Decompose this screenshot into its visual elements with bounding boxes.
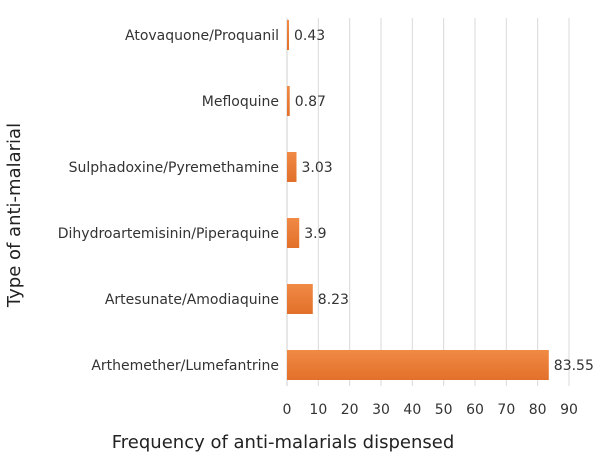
category-label: Atovaquone/Proquanil — [125, 28, 279, 44]
bar — [287, 152, 297, 182]
x-tick-label: 20 — [341, 402, 359, 418]
value-labels: 0.43 0.87 3.03 3.9 8.23 83.55 — [294, 28, 594, 374]
category-label: Dihydroartemisinin/Piperaquine — [58, 226, 279, 242]
x-tick-label: 10 — [309, 402, 327, 418]
x-tick-label: 30 — [372, 402, 390, 418]
data-label: 0.87 — [295, 94, 326, 110]
category-label: Sulphadoxine/Pyremethamine — [69, 160, 279, 176]
data-label: 8.23 — [318, 292, 349, 308]
category-labels: Atovaquone/Proquanil Mefloquine Sulphadoxi… — [58, 28, 279, 374]
bar — [287, 86, 290, 116]
category-label: Mefloquine — [202, 94, 279, 110]
x-tick-label: 90 — [560, 402, 578, 418]
data-label: 3.03 — [301, 160, 332, 176]
data-label: 3.9 — [304, 226, 326, 242]
x-tick-label: 40 — [403, 402, 421, 418]
x-tick-label: 80 — [529, 402, 547, 418]
category-label: Arthemether/Lumefantrine — [91, 358, 279, 374]
x-tick-label: 0 — [283, 402, 292, 418]
bar — [287, 284, 313, 314]
bar — [287, 218, 300, 248]
x-tick-label: 50 — [435, 402, 453, 418]
bar — [287, 20, 289, 50]
data-label: 0.43 — [294, 28, 325, 44]
bars — [287, 20, 549, 380]
bar — [287, 350, 549, 380]
category-label: Artesunate/Amodiaquine — [105, 292, 279, 308]
x-tick-labels: 0 10 20 30 40 50 60 70 80 90 — [283, 402, 578, 418]
grid-lines — [286, 18, 570, 386]
y-axis-title: Type of anti-malarial — [4, 123, 25, 308]
x-axis-title: Frequency of anti-malarials dispensed — [112, 432, 455, 453]
x-tick-label: 60 — [466, 402, 484, 418]
x-tick-label: 70 — [497, 402, 515, 418]
data-label: 83.55 — [554, 358, 594, 374]
